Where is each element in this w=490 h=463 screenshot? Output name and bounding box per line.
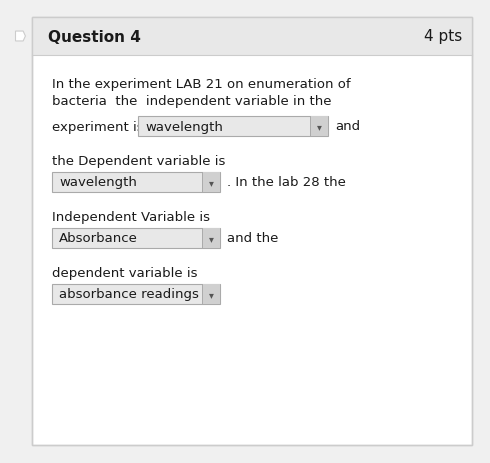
Text: 4 pts: 4 pts bbox=[424, 30, 462, 44]
FancyBboxPatch shape bbox=[52, 284, 220, 304]
Text: ▾: ▾ bbox=[209, 289, 214, 300]
FancyBboxPatch shape bbox=[138, 117, 328, 137]
Text: wavelength: wavelength bbox=[145, 120, 223, 133]
FancyBboxPatch shape bbox=[32, 18, 472, 445]
Text: absorbance readings: absorbance readings bbox=[59, 288, 199, 301]
FancyBboxPatch shape bbox=[202, 284, 220, 304]
Text: In the experiment LAB 21 on enumeration of: In the experiment LAB 21 on enumeration … bbox=[52, 78, 351, 91]
FancyBboxPatch shape bbox=[202, 173, 220, 193]
Text: bacteria  the  independent variable in the: bacteria the independent variable in the bbox=[52, 95, 332, 108]
FancyBboxPatch shape bbox=[202, 229, 220, 249]
Text: Question 4: Question 4 bbox=[48, 30, 141, 44]
Text: ▾: ▾ bbox=[317, 122, 321, 131]
Text: . In the lab 28 the: . In the lab 28 the bbox=[227, 176, 346, 189]
FancyBboxPatch shape bbox=[52, 173, 220, 193]
Text: Absorbance: Absorbance bbox=[59, 232, 138, 245]
Text: ▾: ▾ bbox=[209, 233, 214, 244]
Text: dependent variable is: dependent variable is bbox=[52, 266, 197, 279]
Text: the Dependent variable is: the Dependent variable is bbox=[52, 155, 225, 168]
Text: experiment is: experiment is bbox=[52, 120, 144, 133]
FancyBboxPatch shape bbox=[52, 229, 220, 249]
Text: Independent Variable is: Independent Variable is bbox=[52, 211, 210, 224]
FancyBboxPatch shape bbox=[310, 117, 328, 137]
Text: and: and bbox=[335, 120, 360, 133]
Text: and the: and the bbox=[227, 232, 278, 245]
Polygon shape bbox=[16, 32, 25, 42]
Text: ▾: ▾ bbox=[209, 178, 214, 188]
FancyBboxPatch shape bbox=[32, 18, 472, 56]
Text: wavelength: wavelength bbox=[59, 176, 137, 189]
